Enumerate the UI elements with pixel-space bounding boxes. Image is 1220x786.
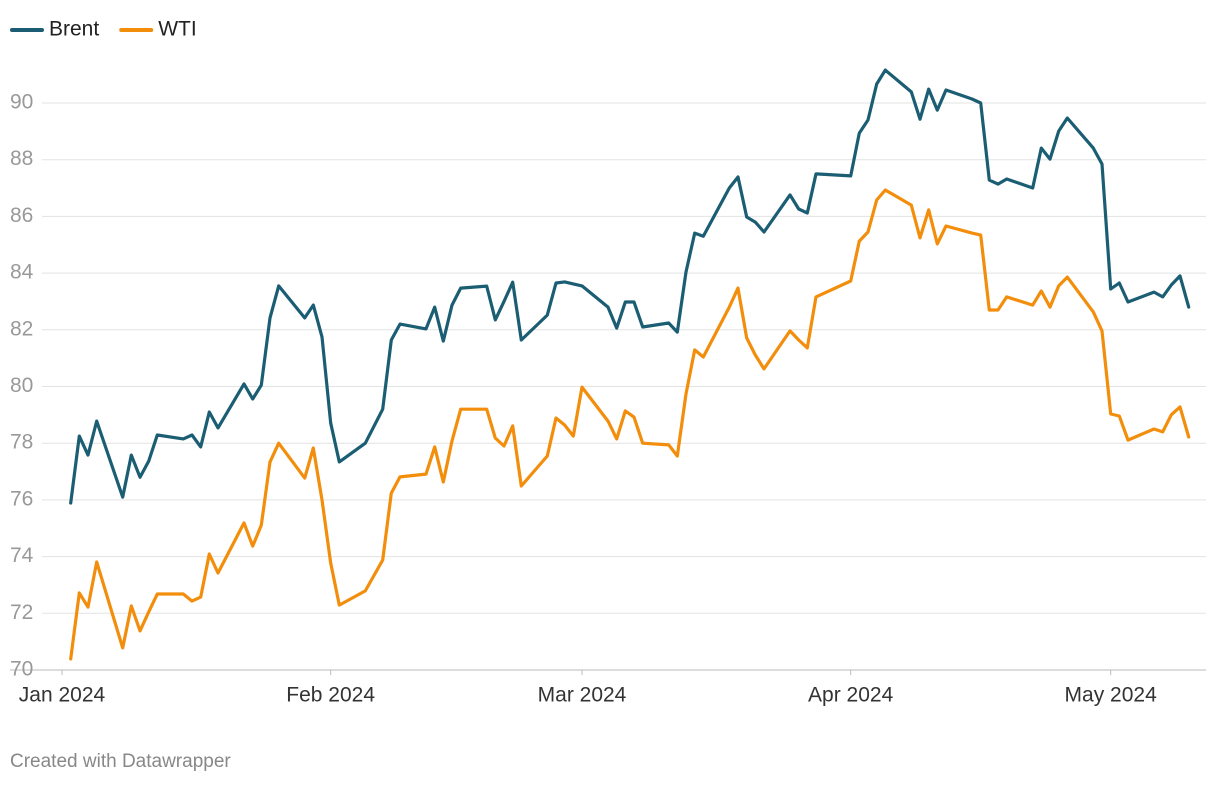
legend-label: Brent (49, 18, 99, 41)
y-tick-label: 70 (10, 658, 33, 681)
x-tick-label: Feb 2024 (286, 684, 375, 707)
x-tick-label: Apr 2024 (808, 684, 894, 707)
y-tick-label: 90 (10, 91, 33, 114)
x-tick-label: Jan 2024 (19, 684, 106, 707)
series-line (69, 68, 1191, 505)
y-tick-label: 80 (10, 374, 33, 397)
x-tick-label: Mar 2024 (538, 684, 627, 707)
y-tick-label: 72 (10, 601, 33, 624)
y-tick-label: 74 (10, 544, 34, 567)
series-line (69, 188, 1191, 661)
y-tick-label: 76 (10, 487, 33, 510)
y-tick-label: 88 (10, 147, 33, 170)
y-tick-label: 86 (10, 204, 33, 227)
y-tick-label: 82 (10, 317, 33, 340)
x-tick-label: May 2024 (1065, 684, 1158, 707)
legend-label: WTI (158, 18, 196, 41)
y-tick-label: 78 (10, 431, 33, 454)
y-tick-label: 84 (10, 261, 34, 284)
credit: Created with Datawrapper (10, 751, 231, 772)
